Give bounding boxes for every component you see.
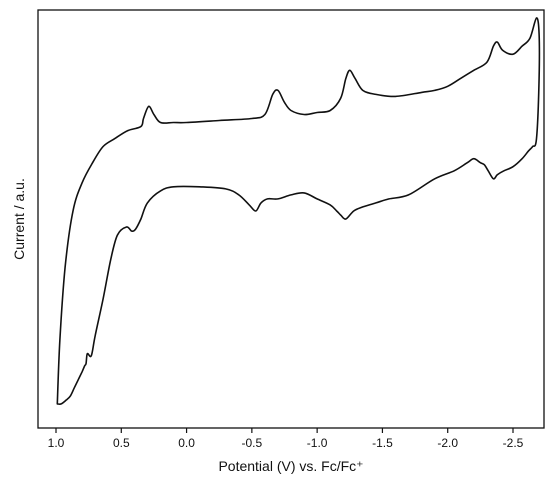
cv-curve-line	[56, 17, 541, 406]
x-tick-labels: 1.0 0.5 0.0 -0.5 -1.0 -1.5 -2.0 -2.5	[48, 436, 524, 450]
x-axis-title: Potential (V) vs. Fc/Fc⁺	[218, 458, 363, 474]
x-tick-label: -0.5	[242, 436, 263, 450]
x-tick-label: 1.0	[48, 436, 65, 450]
x-tick-label: 0.0	[178, 436, 195, 450]
x-tick-label: -2.0	[437, 436, 458, 450]
x-tick-label: -1.0	[307, 436, 328, 450]
x-tick-marks	[55, 428, 514, 433]
x-tick-label: -1.5	[372, 436, 393, 450]
x-tick-label: 0.5	[113, 436, 130, 450]
y-axis-title: Current / a.u.	[11, 178, 27, 260]
plot-frame	[37, 9, 545, 429]
x-tick-label: -2.5	[503, 436, 524, 450]
